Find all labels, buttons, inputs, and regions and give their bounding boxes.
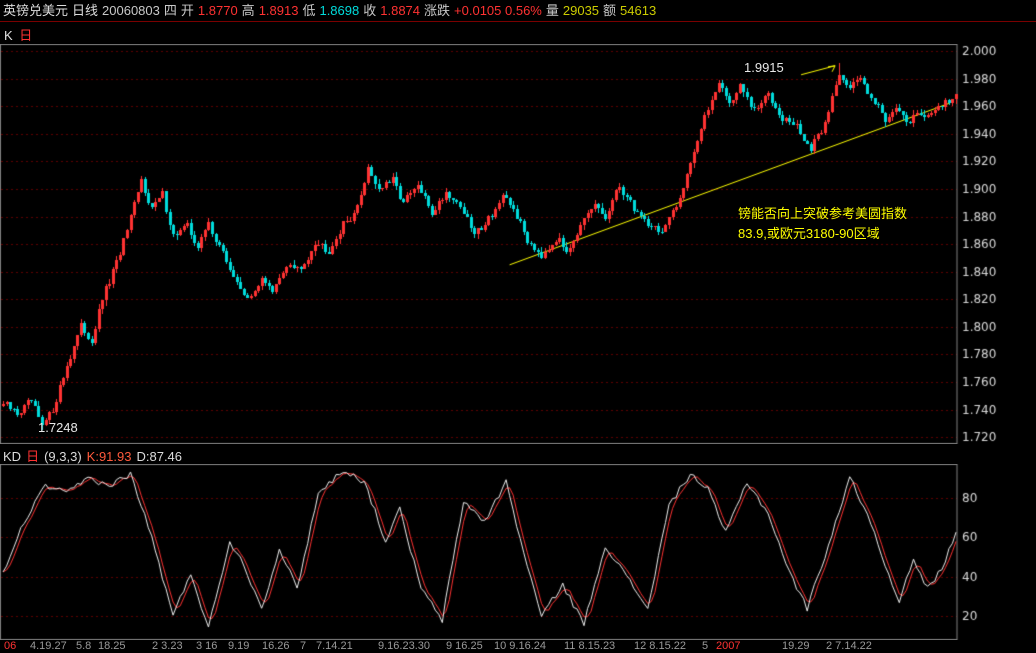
info-close-value: 1.8874	[380, 3, 421, 18]
date-tick: 9 16.25	[446, 640, 483, 652]
kd-canvas[interactable]	[0, 464, 1036, 640]
info-weekday: 四	[163, 3, 177, 18]
info-low-value: 1.8698	[319, 3, 360, 18]
info-close-label: 收	[363, 3, 377, 18]
info-volume-label: 量	[545, 3, 559, 18]
kline-period-label: 日	[19, 28, 33, 43]
info-amount-value: 54613	[620, 3, 657, 18]
info-amount-label: 额	[603, 3, 617, 18]
low-price-annotation: 1.7248	[38, 420, 78, 435]
info-open-label: 开	[180, 3, 194, 18]
info-change-label: 涨跌	[424, 3, 451, 18]
info-period: 日线	[72, 3, 99, 18]
date-tick: 18.25	[98, 640, 126, 652]
main-price-chart[interactable]: 1.9915 1.7248 镑能否向上突破参考美圆指数 83.9,或欧元3180…	[0, 44, 1036, 444]
kline-k-label: K	[4, 28, 13, 43]
kd-kd-name: KD	[3, 449, 22, 464]
date-tick-year: 2007	[716, 640, 741, 652]
info-date: 20060803	[102, 3, 160, 18]
info-change-value: +0.0105 0.56%	[454, 3, 542, 18]
date-tick: 12 8.15.22	[634, 640, 686, 652]
info-low-label: 低	[302, 3, 316, 18]
date-tick: 5	[702, 640, 709, 652]
date-axis: 06 4.19.27 5.8 18.25 2 3.23 3 16 9.19 16.26 7 7.1…	[0, 640, 1036, 653]
kd-indicator-chart[interactable]	[0, 464, 1036, 640]
info-open-value: 1.8770	[197, 3, 238, 18]
info-volume-value: 29035	[562, 3, 600, 18]
candlestick-canvas[interactable]	[0, 44, 1036, 444]
date-tick: 7.14.21	[316, 640, 353, 652]
kd-kd-d-value: D:87.46	[136, 449, 183, 464]
kd-kd-k-value: K:91.93	[86, 449, 132, 464]
date-tick: 2 3.23	[152, 640, 183, 652]
kd-kd-period: 日	[26, 449, 40, 464]
info-symbol-name: 英镑兑美元	[3, 3, 69, 18]
date-tick: 19.29	[782, 640, 810, 652]
date-tick: 10 9.16.24	[494, 640, 546, 652]
date-tick: 9.19	[228, 640, 250, 652]
analysis-note-line2: 83.9,或欧元3180-90区域	[738, 226, 880, 241]
date-tick-year: 06	[4, 640, 17, 652]
date-tick: 5.8	[76, 640, 92, 652]
kd-kd-params: (9,3,3)	[44, 449, 82, 464]
analysis-note: 镑能否向上突破参考美圆指数 83.9,或欧元3180-90区域	[738, 204, 907, 244]
date-tick: 4.19.27	[30, 640, 67, 652]
analysis-note-line1: 镑能否向上突破参考美圆指数	[738, 206, 908, 221]
date-tick: 9.16.23.30	[378, 640, 430, 652]
info-bar: 英镑兑美元 日线 20060803 四开 1.8770 高 1.8913 低 1.8698 收 1.…	[0, 0, 1036, 22]
date-tick: 11 8.15.23	[564, 640, 616, 652]
info-high-value: 1.8913	[258, 3, 299, 18]
date-tick: 16.26	[262, 640, 290, 652]
kd-indicator-header: KD 日 (9,3,3) K:91.93 D:87.46	[3, 446, 187, 465]
kline-indicator-label: K 日	[4, 25, 35, 44]
info-high-label: 高	[241, 3, 255, 18]
high-price-annotation: 1.9915	[744, 60, 784, 75]
date-tick: 3 16	[196, 640, 218, 652]
date-tick: 7	[300, 640, 307, 652]
date-tick: 2 7.14.22	[826, 640, 872, 652]
